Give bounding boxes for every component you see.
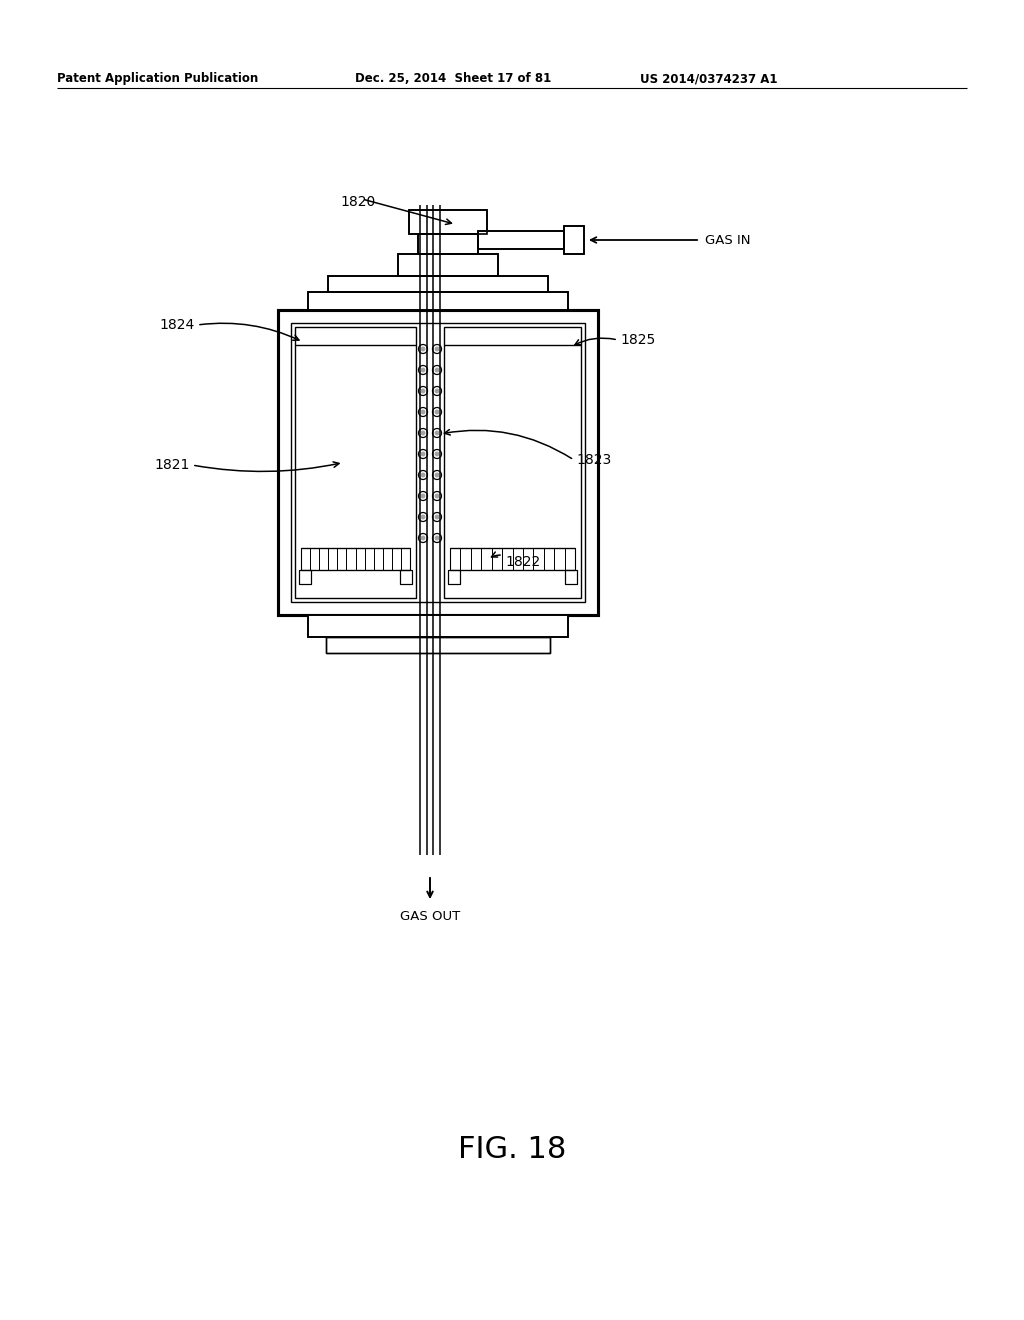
Bar bbox=[291, 323, 585, 602]
Circle shape bbox=[434, 494, 439, 499]
Bar bbox=[565, 570, 577, 583]
Bar bbox=[326, 638, 550, 653]
Bar bbox=[295, 327, 416, 598]
Circle shape bbox=[421, 515, 426, 520]
Text: Dec. 25, 2014  Sheet 17 of 81: Dec. 25, 2014 Sheet 17 of 81 bbox=[355, 73, 551, 84]
Text: 1820: 1820 bbox=[340, 195, 375, 209]
Circle shape bbox=[421, 388, 426, 393]
Bar bbox=[308, 615, 568, 638]
Bar bbox=[328, 276, 548, 292]
Bar bbox=[450, 548, 575, 570]
Text: 1821: 1821 bbox=[155, 458, 190, 473]
Bar bbox=[409, 210, 487, 234]
Circle shape bbox=[421, 430, 426, 436]
Bar bbox=[308, 292, 568, 310]
Circle shape bbox=[434, 388, 439, 393]
Bar bbox=[564, 226, 584, 253]
Circle shape bbox=[434, 451, 439, 457]
Circle shape bbox=[434, 430, 439, 436]
Bar bbox=[449, 570, 460, 583]
Circle shape bbox=[434, 347, 439, 351]
Bar bbox=[278, 310, 598, 615]
Bar bbox=[398, 253, 498, 276]
Text: US 2014/0374237 A1: US 2014/0374237 A1 bbox=[640, 73, 777, 84]
Bar bbox=[308, 292, 568, 310]
Circle shape bbox=[421, 409, 426, 414]
Bar bbox=[301, 548, 410, 570]
Bar bbox=[418, 234, 478, 253]
Circle shape bbox=[421, 451, 426, 457]
Bar bbox=[308, 615, 568, 638]
Bar bbox=[400, 570, 412, 583]
Bar bbox=[409, 210, 487, 234]
Circle shape bbox=[434, 515, 439, 520]
Text: Patent Application Publication: Patent Application Publication bbox=[57, 73, 258, 84]
Bar bbox=[564, 226, 584, 253]
Bar bbox=[478, 231, 564, 249]
Bar bbox=[328, 276, 548, 292]
Bar bbox=[449, 570, 460, 583]
Circle shape bbox=[421, 536, 426, 540]
Text: 1822: 1822 bbox=[505, 554, 541, 569]
Bar bbox=[299, 570, 311, 583]
Bar bbox=[326, 638, 550, 653]
Text: 1823: 1823 bbox=[575, 453, 611, 467]
Circle shape bbox=[421, 473, 426, 478]
Circle shape bbox=[434, 536, 439, 540]
Bar bbox=[444, 327, 581, 598]
Circle shape bbox=[421, 367, 426, 372]
Bar bbox=[398, 253, 498, 276]
Text: GAS IN: GAS IN bbox=[705, 234, 751, 247]
Circle shape bbox=[434, 473, 439, 478]
Bar bbox=[299, 570, 311, 583]
Circle shape bbox=[421, 347, 426, 351]
Bar bbox=[400, 570, 412, 583]
Text: GAS OUT: GAS OUT bbox=[400, 909, 460, 923]
Bar bbox=[278, 310, 598, 615]
Text: 1825: 1825 bbox=[620, 333, 655, 347]
Text: 1824: 1824 bbox=[160, 318, 195, 333]
Circle shape bbox=[421, 494, 426, 499]
Bar bbox=[478, 231, 564, 249]
Text: FIG. 18: FIG. 18 bbox=[458, 1135, 566, 1164]
Bar bbox=[565, 570, 577, 583]
Circle shape bbox=[434, 409, 439, 414]
Circle shape bbox=[434, 367, 439, 372]
Bar bbox=[418, 234, 478, 253]
